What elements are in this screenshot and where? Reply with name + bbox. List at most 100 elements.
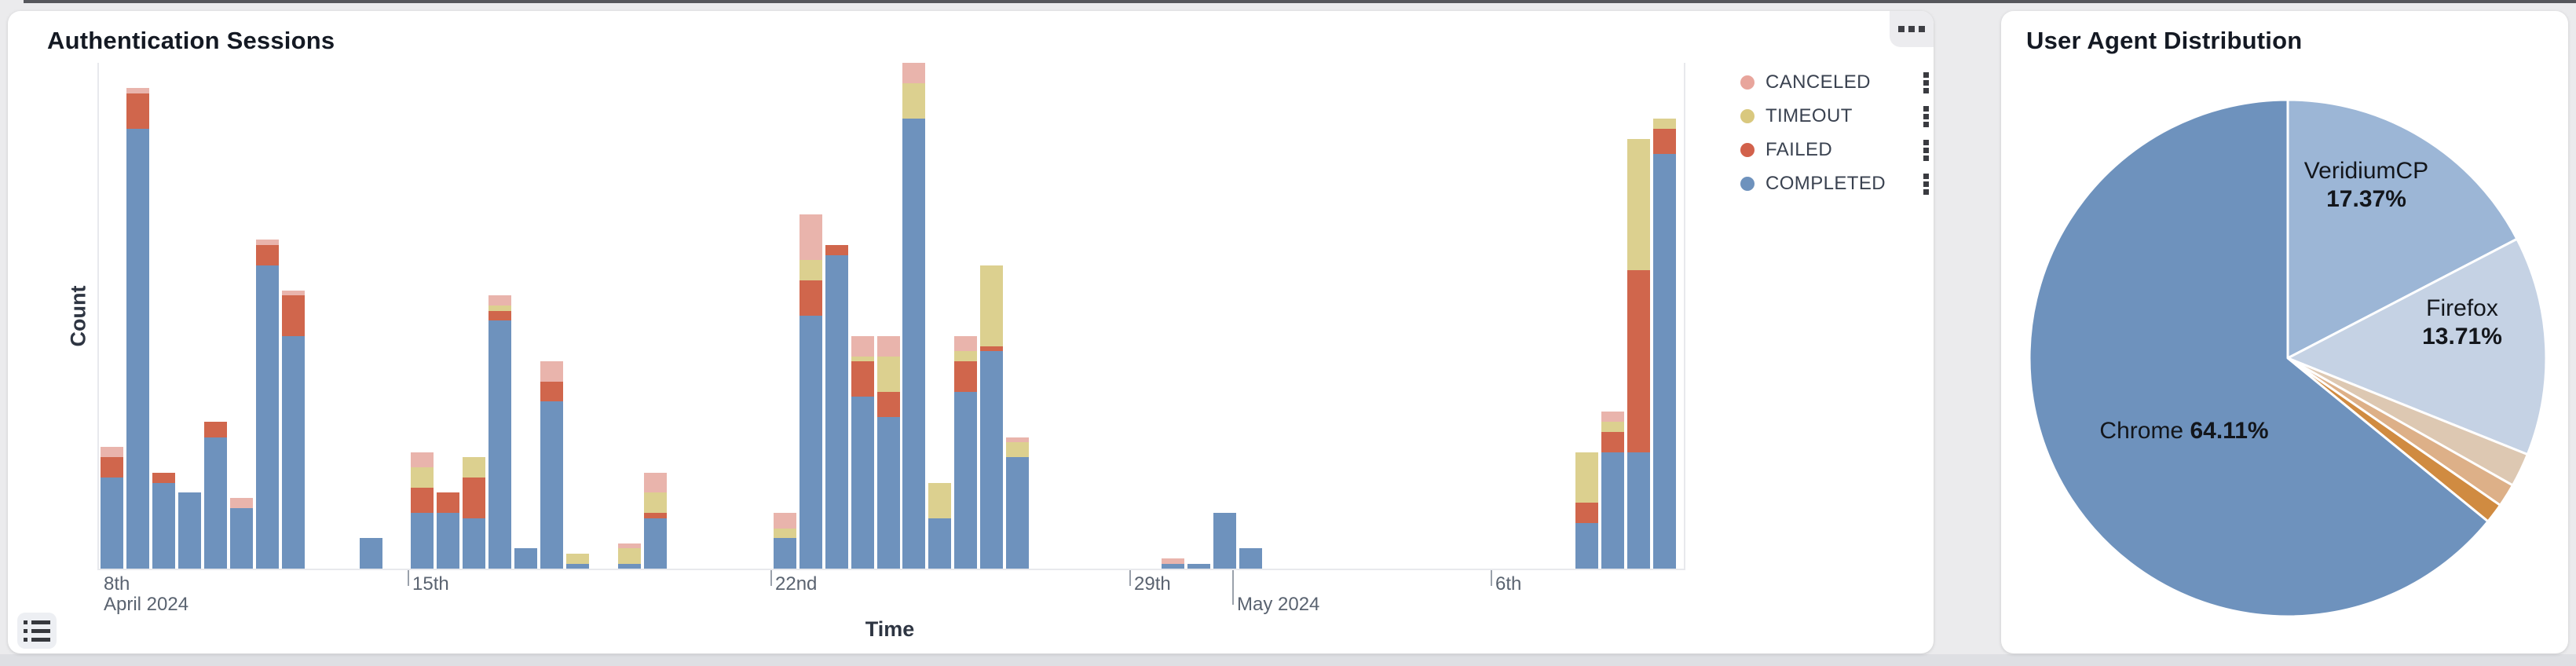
stacked-bar[interactable] bbox=[152, 472, 175, 569]
bar-segment-failed bbox=[255, 244, 279, 265]
bar-segment-completed bbox=[1653, 153, 1676, 569]
stacked-bar[interactable] bbox=[1187, 563, 1210, 569]
stacked-bar[interactable] bbox=[281, 290, 305, 569]
tick-mark bbox=[1491, 570, 1492, 586]
stacked-bar[interactable] bbox=[1601, 412, 1625, 569]
bar-segment-timeout bbox=[851, 356, 874, 361]
bar-segment-timeout bbox=[1575, 452, 1599, 503]
bar-segment-completed bbox=[773, 538, 796, 569]
legend-item-timeout[interactable]: TIMEOUT bbox=[1740, 103, 1929, 130]
stacked-bar[interactable] bbox=[540, 360, 564, 569]
stacked-bar[interactable] bbox=[1627, 138, 1651, 569]
tick-mark bbox=[1232, 570, 1234, 605]
bar-segment-completed bbox=[566, 563, 590, 569]
bar-segment-timeout bbox=[980, 265, 1004, 346]
stacked-bar[interactable] bbox=[488, 295, 512, 569]
bar-segment-canceled bbox=[643, 472, 667, 493]
bar-segment-failed bbox=[540, 381, 564, 402]
pie-slice-veridiumcp[interactable] bbox=[2286, 98, 2519, 360]
bar-segment-completed bbox=[1213, 513, 1236, 569]
bar-segment-canceled bbox=[101, 447, 123, 458]
tick-label: 8th bbox=[104, 573, 130, 595]
bar-segment-completed bbox=[954, 391, 978, 569]
legend-item-canceled[interactable]: CANCELED bbox=[1740, 69, 1929, 96]
bar-segment-completed bbox=[1187, 563, 1210, 569]
stacked-bar[interactable] bbox=[101, 447, 123, 569]
pie-slice-firefox[interactable] bbox=[2286, 237, 2548, 456]
tick-label-secondary: May 2024 bbox=[1237, 594, 1320, 615]
bar-segment-completed bbox=[1627, 452, 1651, 569]
bar-segment-canceled bbox=[902, 63, 926, 83]
bar-segment-failed bbox=[126, 93, 149, 129]
stacked-bar[interactable] bbox=[1006, 437, 1030, 569]
bar-segment-failed bbox=[152, 472, 175, 483]
stacked-bar[interactable] bbox=[255, 240, 279, 569]
bar-segment-completed bbox=[1575, 523, 1599, 569]
bar-segment-canceled bbox=[411, 452, 434, 468]
stacked-bar[interactable] bbox=[1161, 558, 1184, 569]
bar-segment-completed bbox=[229, 507, 253, 569]
stacked-bar[interactable] bbox=[203, 422, 227, 569]
stacked-bar[interactable] bbox=[954, 335, 978, 569]
bar-segment-completed bbox=[152, 482, 175, 569]
list-icon bbox=[24, 628, 50, 633]
stacked-bar[interactable] bbox=[126, 88, 149, 569]
bar-segment-failed bbox=[203, 422, 227, 437]
pie-slice-chrome[interactable] bbox=[2028, 98, 2490, 618]
panel-options-button[interactable] bbox=[1890, 11, 1934, 47]
stacked-bar[interactable] bbox=[411, 452, 434, 569]
tick-label: 22nd bbox=[775, 573, 818, 595]
bar-segment-timeout bbox=[566, 553, 590, 564]
chart-legend: CANCELED TIMEOUT FAILED COMPLETED bbox=[1740, 69, 1929, 204]
stacked-bar[interactable] bbox=[1575, 452, 1599, 569]
tick-mark bbox=[1129, 570, 1131, 586]
bar-segment-failed bbox=[101, 457, 123, 478]
tick-mark bbox=[408, 570, 409, 586]
legend-dot-completed bbox=[1740, 177, 1755, 191]
bar-segment-timeout bbox=[1627, 138, 1651, 271]
stacked-bar[interactable] bbox=[1653, 118, 1676, 569]
stacked-bar[interactable] bbox=[643, 472, 667, 569]
legend-item-completed[interactable]: COMPLETED bbox=[1740, 170, 1929, 197]
stacked-bar[interactable] bbox=[229, 497, 253, 569]
stacked-bar[interactable] bbox=[514, 548, 538, 569]
stacked-bar[interactable] bbox=[1239, 548, 1262, 569]
legend-menu-button[interactable] bbox=[1923, 71, 1929, 93]
stacked-bar[interactable] bbox=[359, 538, 382, 569]
y-axis-title: Count bbox=[66, 285, 90, 346]
stacked-bar[interactable] bbox=[928, 482, 952, 569]
legend-menu-button[interactable] bbox=[1923, 105, 1929, 127]
stacked-bar[interactable] bbox=[799, 214, 822, 569]
data-list-toggle-button[interactable] bbox=[17, 613, 57, 649]
legend-menu-button[interactable] bbox=[1923, 173, 1929, 195]
bar-segment-timeout bbox=[488, 306, 512, 311]
stacked-bar[interactable] bbox=[177, 492, 201, 569]
stacked-bar[interactable] bbox=[1213, 513, 1236, 569]
top-edge-strip bbox=[24, 0, 2576, 3]
stacked-bar[interactable] bbox=[437, 492, 460, 569]
bar-segment-completed bbox=[928, 518, 952, 569]
bar-segment-completed bbox=[488, 320, 512, 569]
stacked-bar[interactable] bbox=[618, 543, 641, 569]
stacked-bar[interactable] bbox=[980, 265, 1004, 569]
bar-segment-failed bbox=[463, 478, 486, 518]
stacked-bar[interactable] bbox=[773, 513, 796, 569]
stacked-bar[interactable] bbox=[902, 63, 926, 569]
pie-label-firefox: Firefox 13.71% bbox=[2422, 295, 2502, 349]
bar-segment-timeout bbox=[618, 548, 641, 564]
bar-segment-failed bbox=[1653, 128, 1676, 154]
legend-menu-button[interactable] bbox=[1923, 139, 1929, 161]
stacked-bar[interactable] bbox=[851, 335, 874, 569]
bar-segment-timeout bbox=[954, 351, 978, 361]
bar-segment-completed bbox=[980, 351, 1004, 569]
stacked-bar[interactable] bbox=[825, 244, 848, 569]
stacked-bar[interactable] bbox=[463, 457, 486, 569]
bar-segment-completed bbox=[177, 492, 201, 569]
legend-item-failed[interactable]: FAILED bbox=[1740, 137, 1929, 163]
bar-segment-timeout bbox=[1601, 422, 1625, 433]
stacked-bar[interactable] bbox=[566, 553, 590, 569]
stacked-bar[interactable] bbox=[876, 335, 900, 569]
bar-segment-canceled bbox=[954, 335, 978, 352]
bar-segment-canceled bbox=[1601, 412, 1625, 423]
pie-label-chrome: Chrome 64.11% bbox=[2099, 418, 2269, 444]
